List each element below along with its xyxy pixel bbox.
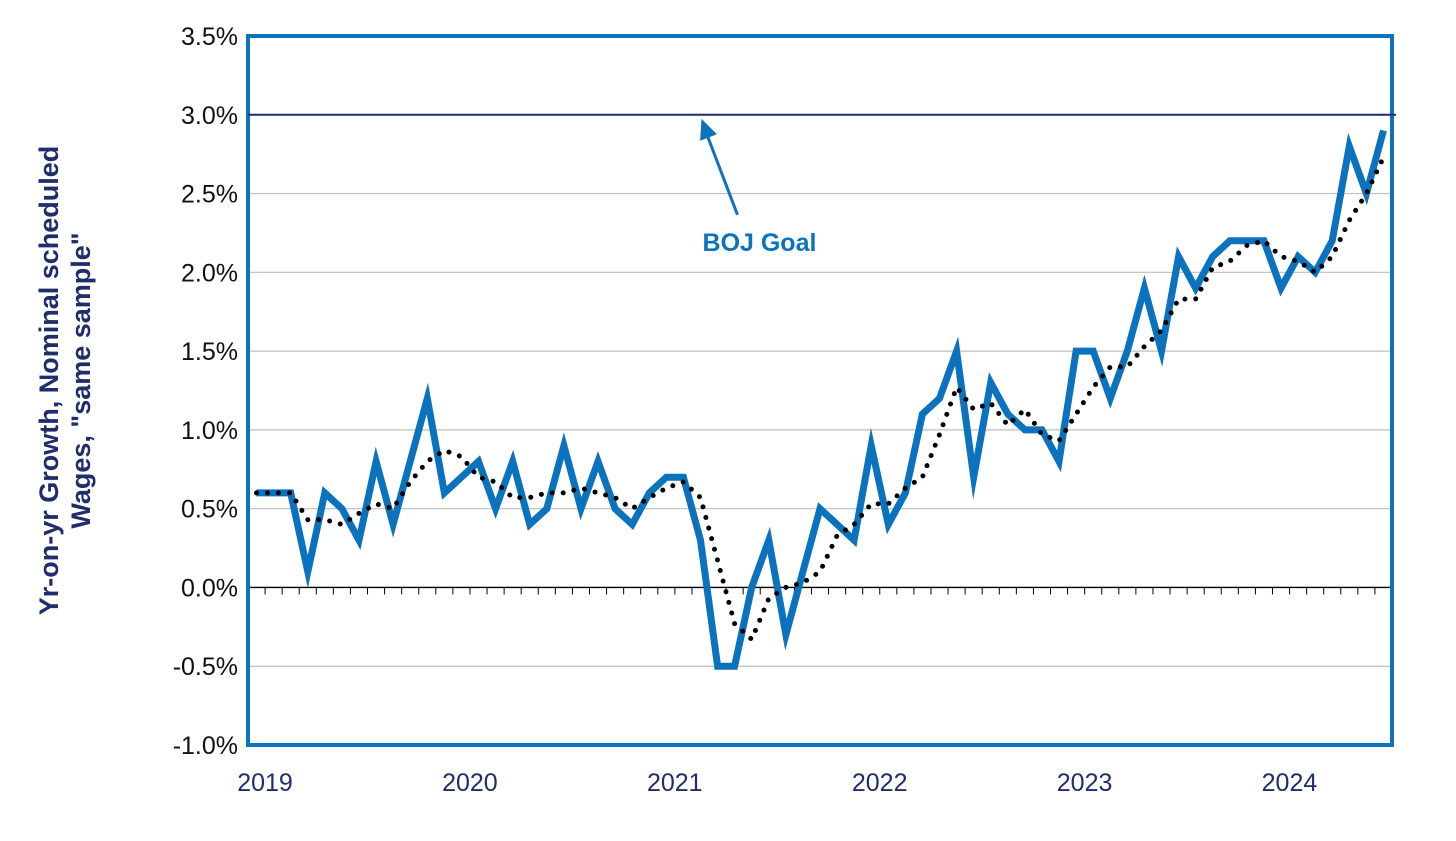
x-tick-label: 2021 (647, 769, 703, 797)
y-tick-label: 1.0% (181, 417, 238, 445)
x-tick-label: 2020 (442, 769, 498, 797)
labels: 3.5% 3.0% 2.5% 2.0% 1.5% 1.0% 0.5% 0.0% -0.5% -1.… (34, 23, 1317, 797)
y-axis-title-line: Wages, "same sample" (66, 232, 96, 528)
y-axis-title-line: Yr-on-yr Growth, Nominal scheduled (34, 146, 64, 616)
y-tick-label: 0.5% (181, 496, 238, 524)
x-tick-label: 2024 (1262, 769, 1318, 797)
y-tick-label: -1.0% (173, 732, 238, 760)
annotation-arrow-head (700, 118, 717, 141)
x-tick-label: 2023 (1057, 769, 1113, 797)
wage-growth-line (256, 129, 1387, 670)
x-tick-label: 2022 (852, 769, 908, 797)
y-tick-label: 2.5% (181, 181, 238, 209)
y-tick-label: 0.0% (181, 574, 238, 602)
y-tick-label: 3.5% (181, 23, 238, 51)
series-layer (248, 113, 1396, 670)
annotations: BOJ Goal (700, 118, 817, 257)
y-tick-label: -0.5% (173, 653, 238, 681)
annotation-arrow-shaft (704, 130, 739, 216)
gridlines (248, 114, 1392, 667)
y-axis-title: Yr-on-yr Growth, Nominal scheduledWages,… (34, 146, 96, 616)
axes (246, 34, 1394, 747)
plot-frame (246, 34, 1394, 747)
annotation-label: BOJ Goal (703, 229, 817, 257)
y-tick-label: 2.0% (181, 259, 238, 287)
y-tick-label: 3.0% (181, 102, 238, 130)
x-tick-label: 2019 (237, 769, 293, 797)
y-tick-label: 1.5% (181, 338, 238, 366)
trend-dotted-line (254, 154, 1386, 642)
